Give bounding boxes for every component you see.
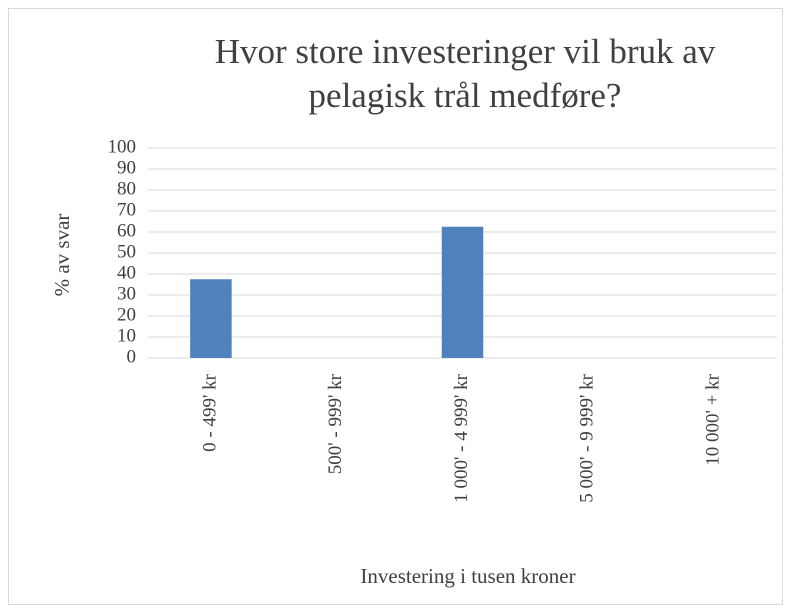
y-tick-label: 50 xyxy=(117,241,136,262)
bar xyxy=(441,226,484,358)
x-tick-label: 1 000' - 4 999' kr xyxy=(451,373,472,502)
chart-border xyxy=(8,8,783,605)
x-tick-label: 10 000' + kr xyxy=(702,373,723,465)
x-tick-label: 5 000' - 9 999' kr xyxy=(577,373,598,502)
y-tick-label: 80 xyxy=(117,178,136,199)
y-tick-label: 90 xyxy=(117,157,136,178)
x-axis-label: Investering i tusen kroner xyxy=(360,564,575,588)
y-tick-label: 100 xyxy=(108,136,137,157)
y-tick-label: 20 xyxy=(117,304,136,325)
y-tick-label: 60 xyxy=(117,220,136,241)
chart-title: Hvor store investeringer vil bruk av pel… xyxy=(214,32,716,115)
y-tick-label: 30 xyxy=(117,283,136,304)
x-tick-label: 500' - 999' kr xyxy=(325,373,346,474)
y-tick-label: 70 xyxy=(117,199,136,220)
y-tick-label: 40 xyxy=(117,262,136,283)
y-tick-label: 10 xyxy=(117,325,136,346)
y-tick-label: 0 xyxy=(127,346,137,367)
bar xyxy=(190,279,232,358)
x-tick-label: 0 - 499' kr xyxy=(199,373,220,452)
y-axis-label: % av svar xyxy=(50,214,74,297)
